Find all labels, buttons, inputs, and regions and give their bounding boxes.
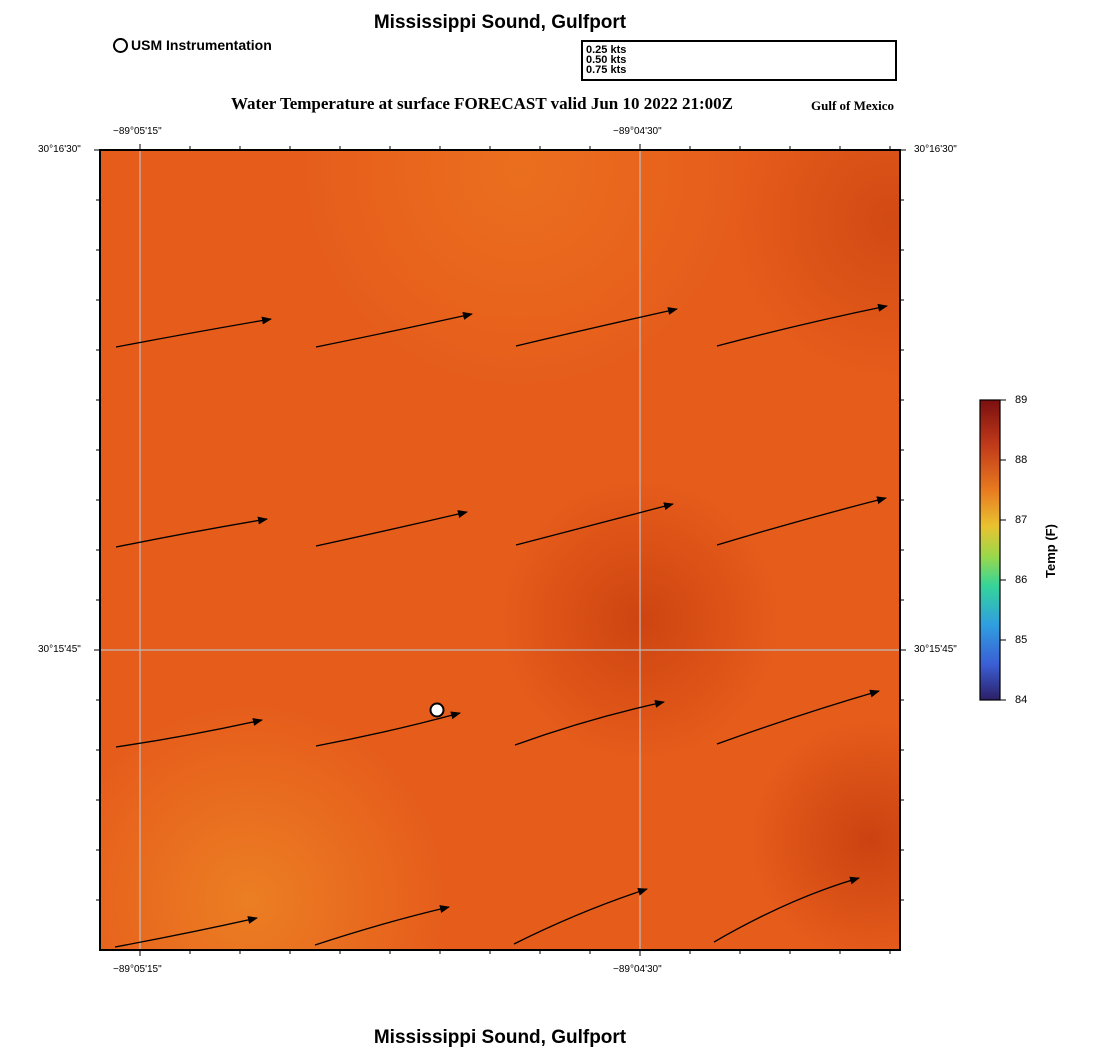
colorbar-tick-label: 84 — [1015, 694, 1028, 706]
colorbar-ticks — [1000, 399, 1006, 701]
usm-station-legend-icon — [113, 37, 128, 53]
region-label: Gulf of Mexico — [811, 98, 895, 113]
current-vector-icon — [314, 905, 450, 946]
current-vector-icon — [513, 888, 648, 945]
map-ticks — [94, 144, 906, 956]
current-vector-icon — [115, 316, 272, 348]
colorbar-tick-label: 87 — [1015, 514, 1028, 526]
current-vector-icon — [515, 502, 674, 546]
forecast-subtitle: Water Temperature at surface FORECAST va… — [231, 94, 733, 113]
current-vector-icon — [315, 510, 468, 547]
current-vectors — [114, 303, 888, 948]
colorbar-label: Temp (F) — [1043, 524, 1058, 578]
usm-legend-label: USM Instrumentation — [131, 37, 272, 53]
current-vector-icon — [716, 496, 887, 546]
lon-label: −89°04'30" — [613, 964, 662, 975]
temperature-field — [100, 150, 900, 950]
lat-label: 30°16'30" — [38, 144, 81, 155]
current-vector-icon — [713, 876, 860, 943]
current-vector-icon — [514, 699, 665, 746]
usm-legend: USM Instrumentation — [113, 37, 272, 53]
lon-label: −89°05'15" — [113, 126, 162, 137]
colorbar — [979, 399, 1001, 701]
current-vector-icon — [515, 307, 678, 347]
colorbar-tick-label: 88 — [1015, 454, 1028, 466]
lon-label: −89°05'15" — [113, 964, 162, 975]
current-vector-icon — [716, 303, 888, 347]
vector-scale-key: 0.25 kts 0.50 kts 0.75 kts — [581, 40, 897, 81]
lat-label: 30°15'45" — [38, 644, 81, 655]
colorbar-tick-label: 86 — [1015, 574, 1028, 586]
current-vector-icon — [115, 718, 263, 748]
lon-label: −89°04'30" — [613, 126, 662, 137]
current-vector-icon — [114, 916, 258, 948]
current-vector-icon — [315, 312, 473, 348]
vector-key-label: 0.25 kts — [586, 44, 627, 56]
colorbar-tick-label: 89 — [1015, 394, 1028, 406]
current-vector-icon — [716, 689, 880, 745]
lat-label: 30°16'30" — [914, 144, 957, 155]
current-vector-icon — [115, 516, 268, 548]
map-title-bottom: Mississippi Sound, Gulfport — [373, 1027, 627, 1048]
colorbar-tick-label: 85 — [1015, 634, 1028, 646]
vector-key-label: 0.75 kts — [586, 64, 627, 76]
current-vector-icon — [315, 711, 461, 747]
lat-label: 30°15'45" — [914, 644, 957, 655]
usm-station-icon[interactable] — [429, 702, 445, 718]
vector-key-label: 0.50 kts — [586, 54, 627, 66]
map-gridlines — [100, 150, 900, 950]
map-title: Mississippi Sound, Gulfport — [373, 12, 627, 33]
